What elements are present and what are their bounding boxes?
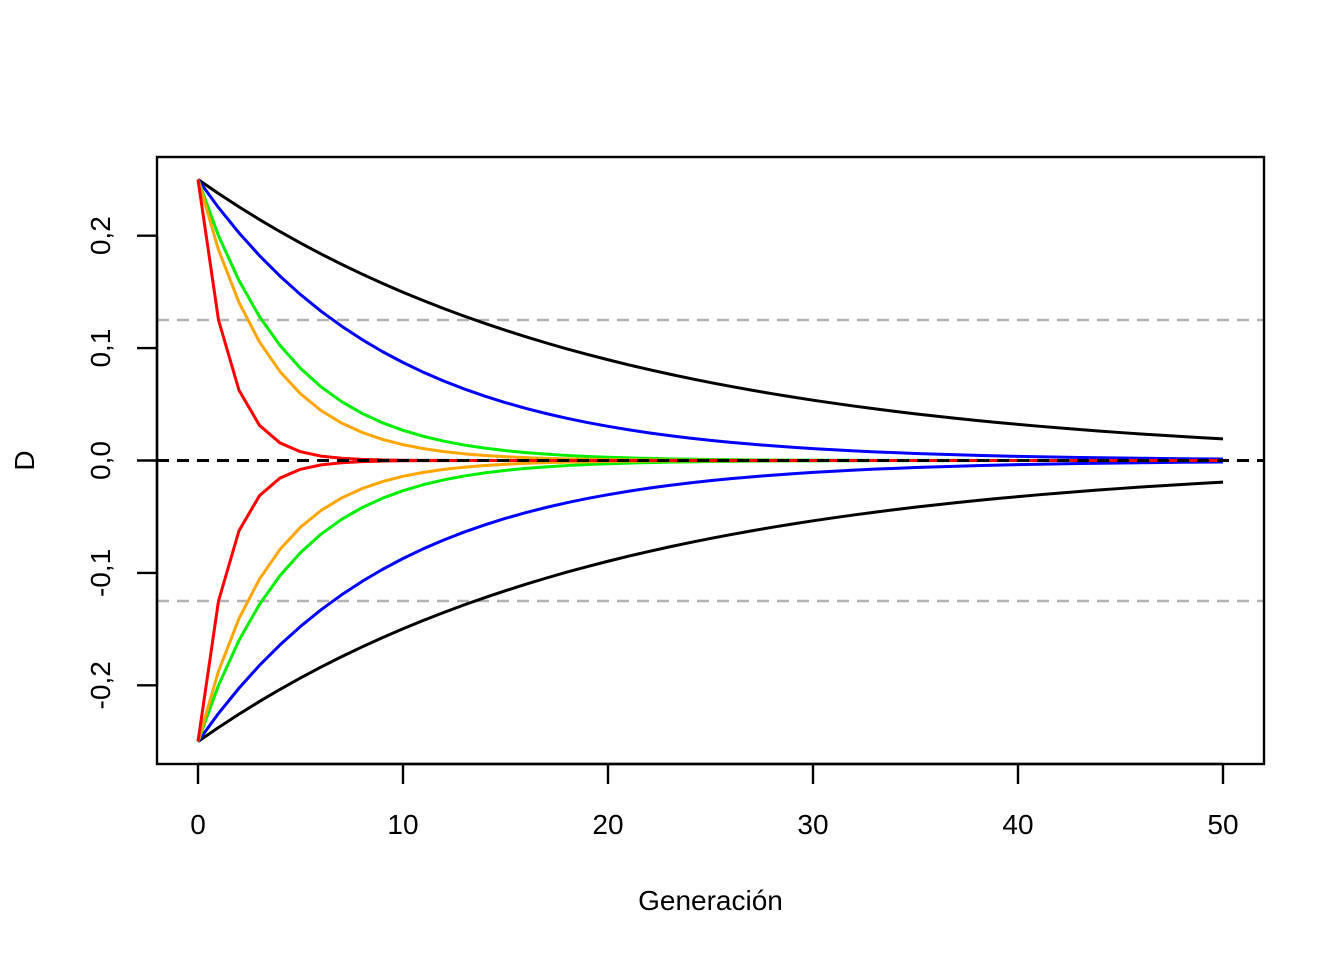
y-tick-label: 0,1 <box>85 329 116 368</box>
y-tick-label: 0,0 <box>85 441 116 480</box>
y-tick-label: 0,2 <box>85 216 116 255</box>
reference-lines <box>157 318 1264 603</box>
y-tick-label: -0,1 <box>85 549 116 597</box>
series-line <box>196 179 1223 462</box>
x-tick-label: 20 <box>592 809 623 840</box>
series-layer <box>157 178 1264 743</box>
y-axis-title: D <box>9 450 40 470</box>
x-tick-label: 0 <box>190 809 206 840</box>
x-axis: 0 10 20 30 40 50 <box>190 762 1239 840</box>
series-line <box>196 459 1224 743</box>
series-line <box>196 178 1224 462</box>
x-tick-label: 40 <box>1002 809 1033 840</box>
y-tick-label: -0,2 <box>85 661 116 709</box>
x-tick-label: 30 <box>797 809 828 840</box>
x-axis-title: Generación <box>638 885 783 916</box>
series-line <box>197 480 1224 743</box>
y-axis: -0,2 -0,1 0,0 0,1 0,2 <box>85 216 159 709</box>
series-line <box>196 459 1223 742</box>
series-line <box>197 178 1224 441</box>
series-line <box>196 179 1223 462</box>
x-tick-label: 10 <box>387 809 418 840</box>
x-tick-label: 50 <box>1207 809 1238 840</box>
series-line <box>196 459 1223 742</box>
series-line <box>196 460 1224 743</box>
series-line <box>196 178 1224 461</box>
